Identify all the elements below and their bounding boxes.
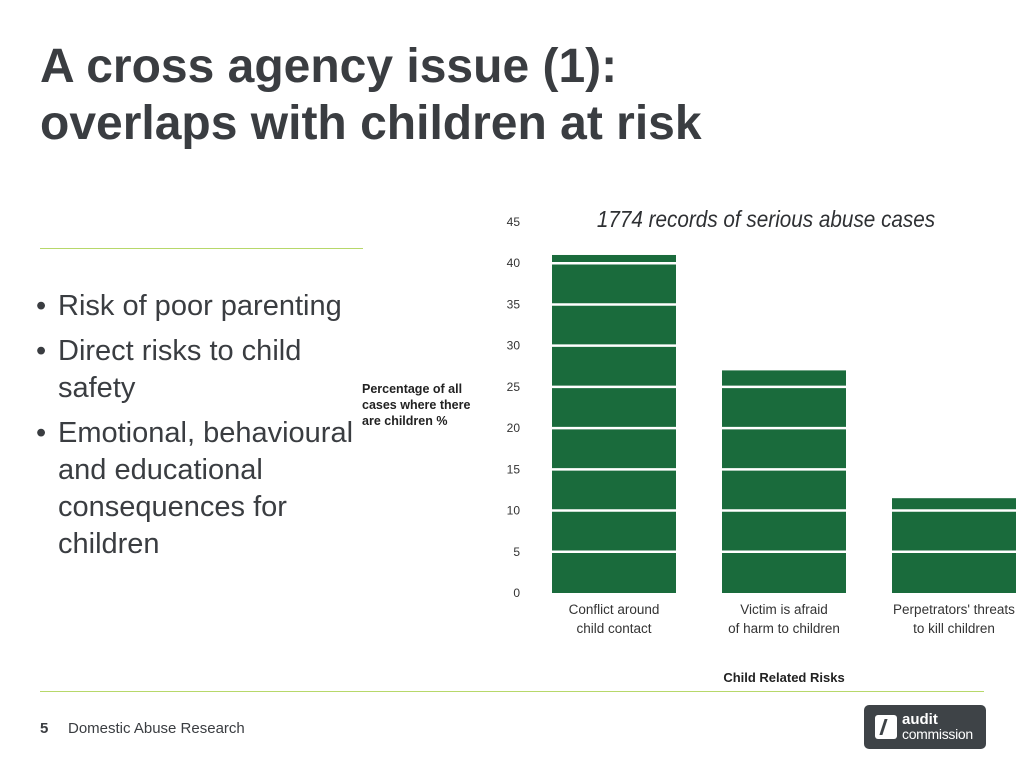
bottom-divider (40, 691, 984, 692)
bullet-text: Emotional, behavioural and educational c… (58, 417, 354, 560)
bar (892, 498, 1016, 593)
bullet-item: • Emotional, behavioural and educational … (32, 415, 362, 563)
bullet-dot: • (36, 335, 47, 367)
x-category-label: to kill children (913, 621, 995, 636)
bullet-dot: • (36, 417, 47, 449)
bullet-list: • Risk of poor parenting • Direct risks to… (32, 288, 362, 571)
bullet-item: • Risk of poor parenting (32, 288, 362, 325)
bullet-item: • Direct risks to child safety (32, 333, 362, 407)
bullet-text: Risk of poor parenting (58, 290, 342, 322)
logo-mark-icon (875, 715, 897, 739)
bullet-dot: • (36, 290, 47, 322)
bar-chart: 0 5 10 15 20 25 30 35 40 45 Conflict around child c… (507, 215, 1016, 685)
y-tick-label: 40 (507, 256, 521, 270)
logo-line-2: commission (902, 726, 973, 742)
top-divider (40, 248, 363, 249)
bar (552, 254, 676, 593)
chart-caption: 1774 records of serious abuse cases (596, 206, 936, 232)
logo-line-1: audit (902, 711, 938, 728)
logo-wordmark: audit commission (902, 711, 973, 742)
y-tick-label: 35 (507, 297, 521, 311)
page-number: 5 (40, 720, 49, 737)
x-category-label: Conflict around (569, 602, 660, 617)
x-category-label: child contact (576, 621, 651, 636)
y-tick-label: 30 (507, 339, 521, 353)
footer-text: Domestic Abuse Research (68, 720, 245, 737)
audit-commission-logo: audit commission (864, 705, 986, 749)
x-category-label: Perpetrators' threats (893, 602, 1015, 617)
x-category-label: Victim is afraid (740, 602, 828, 617)
y-tick-label: 15 (507, 462, 521, 476)
bar (722, 370, 846, 593)
y-tick-label: 0 (513, 586, 520, 600)
bullet-text: Direct risks to child safety (58, 335, 302, 404)
chart-y-axis-label: Percentage of all cases where there are … (362, 381, 502, 429)
chart-y-axis-label-line: cases where there (362, 398, 471, 412)
x-category-label: of harm to children (728, 621, 840, 636)
slide-title: A cross agency issue (1): overlaps with … (40, 38, 980, 152)
slide-title-line-2: overlaps with children at risk (40, 97, 702, 150)
y-tick-label: 20 (507, 421, 521, 435)
x-axis-label: Child Related Risks (723, 670, 844, 685)
y-tick-label: 25 (507, 380, 521, 394)
y-tick-label: 5 (513, 545, 520, 559)
chart-y-axis-label-line: are children % (362, 414, 448, 428)
slide-title-line-1: A cross agency issue (1): (40, 40, 618, 93)
y-tick-label: 10 (507, 504, 521, 518)
y-tick-label: 45 (507, 215, 521, 229)
chart-y-axis-label-line: Percentage of all (362, 382, 463, 396)
